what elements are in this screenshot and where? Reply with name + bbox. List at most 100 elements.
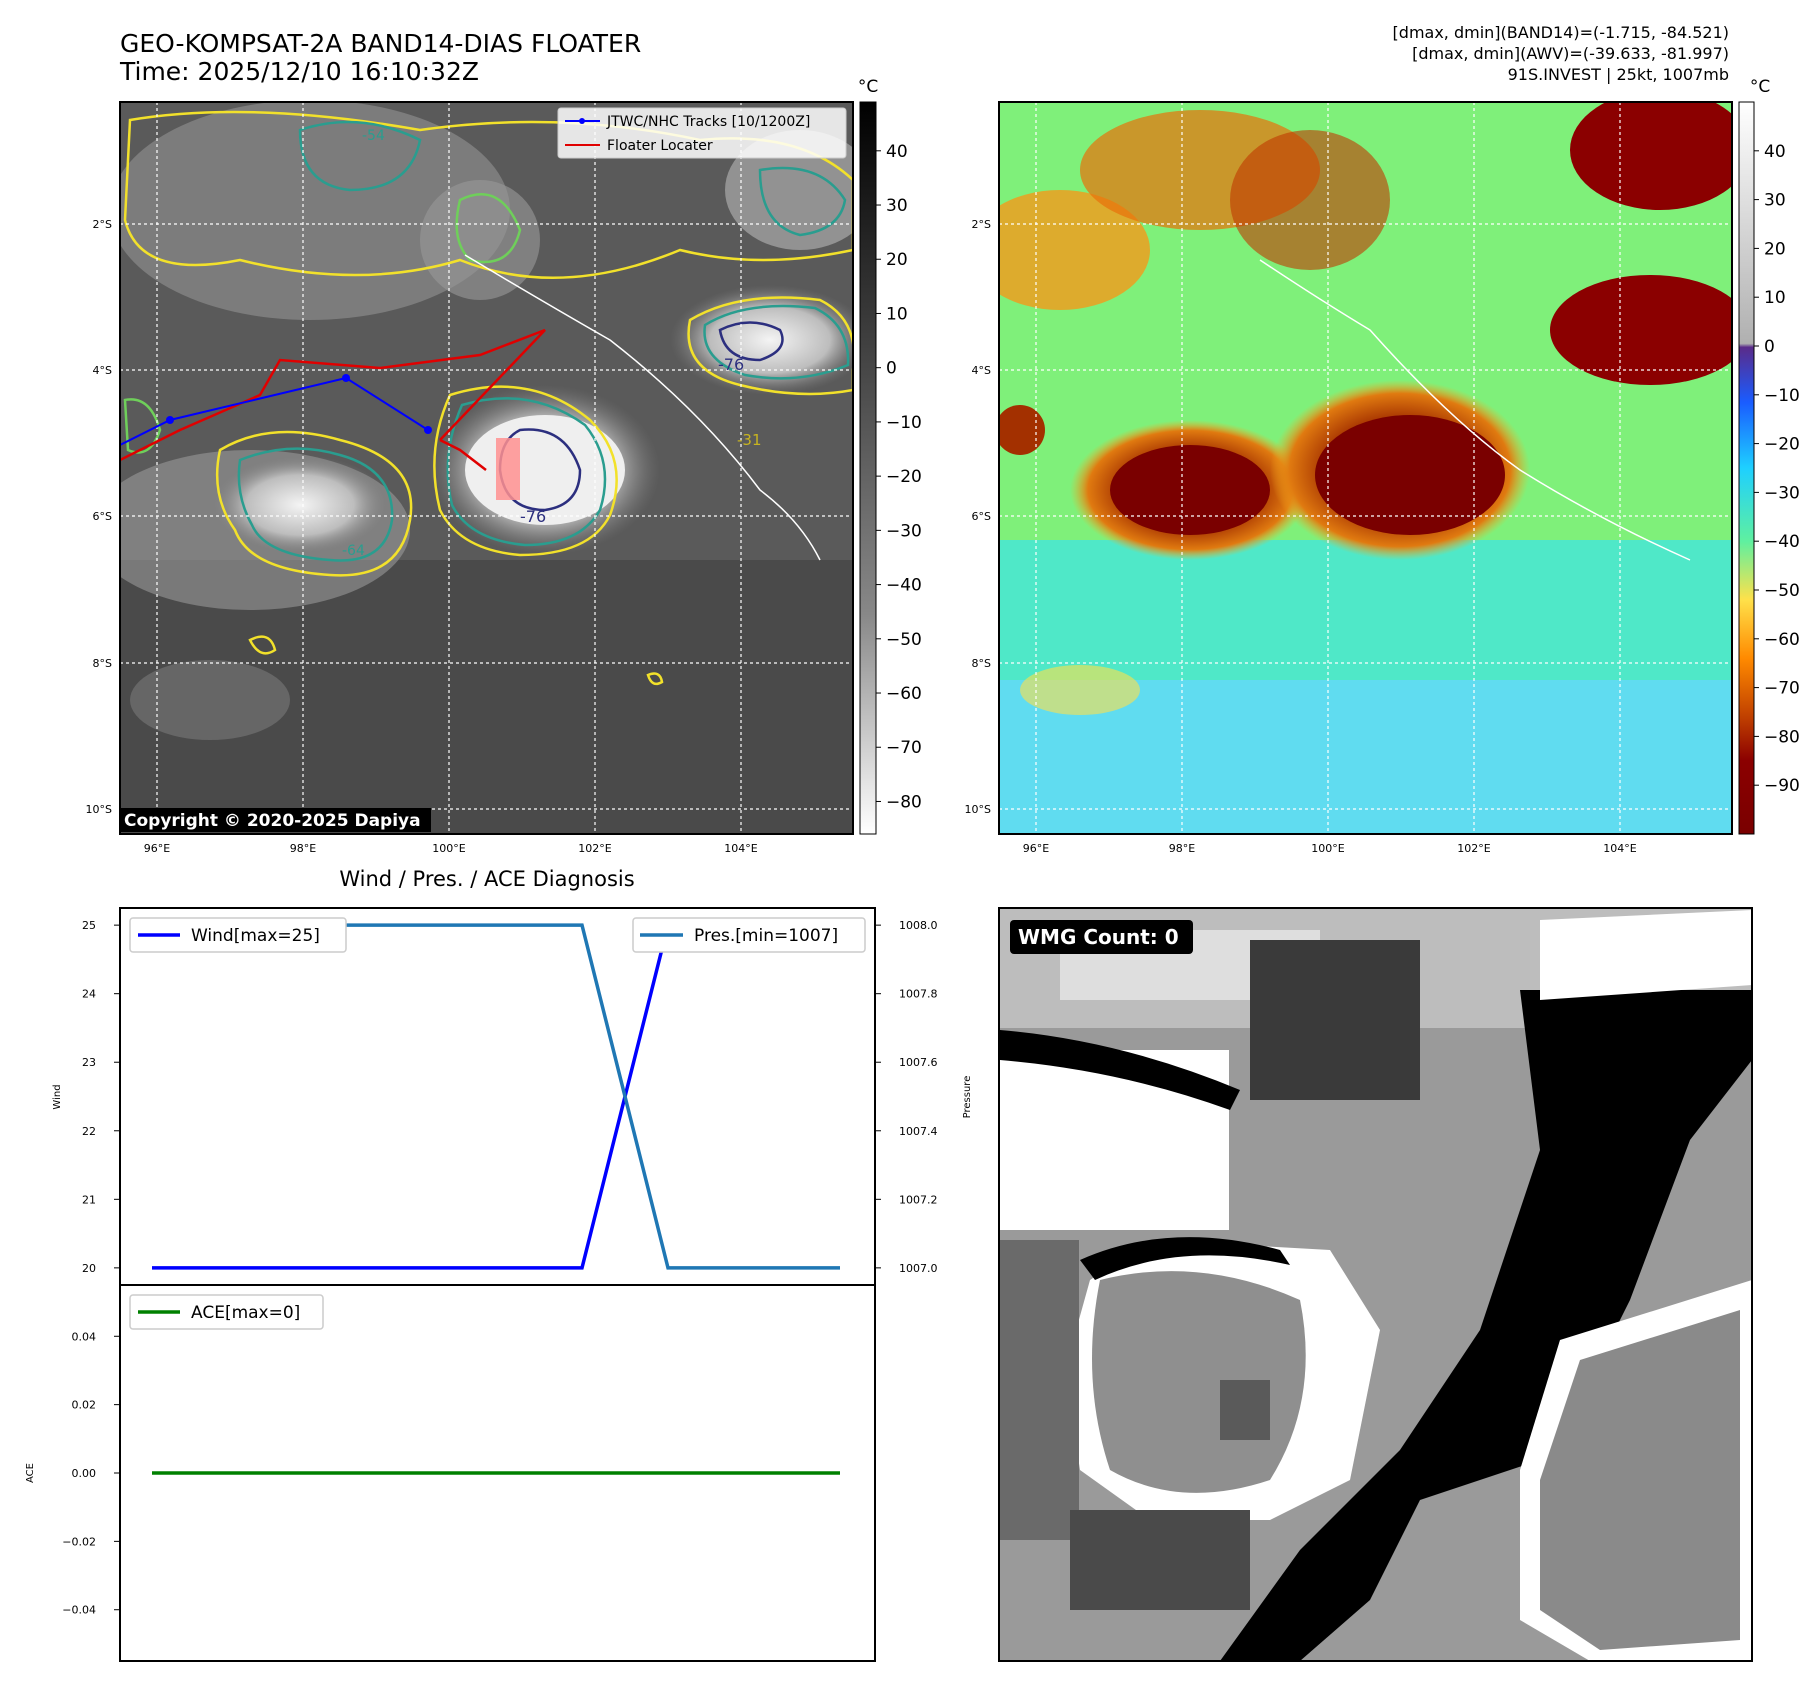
contour-label: -76 [520, 507, 546, 526]
colorbar-tick-label: −20 [1764, 435, 1800, 455]
ir-map-panel: -54 -64 -76 -76 -31 JTWC/NHC Tracks [10/… [86, 101, 854, 855]
contour-label: -64 [342, 543, 365, 559]
figure-title: GEO-KOMPSAT-2A BAND14-DIAS FLOATER [120, 29, 641, 58]
lon-tick-label: 98°E [1169, 842, 1195, 855]
colorbar-tick-label: 30 [886, 196, 908, 216]
pressure-tick-label: 1007.6 [899, 1056, 938, 1069]
copyright-badge [121, 808, 431, 832]
lat-tick-label: 6°S [972, 510, 991, 523]
pressure-tick-label: 1007.8 [899, 988, 938, 1001]
contour-label: -31 [737, 431, 762, 449]
wind-tick-label: 25 [82, 919, 96, 932]
colorbar-tick-label: −50 [1764, 581, 1800, 601]
wind-tick-label: 24 [82, 988, 96, 1001]
lat-tick-label: 2°S [93, 218, 112, 231]
lat-tick-label: 4°S [93, 364, 112, 377]
wind-pressure-chart: 25 24 23 22 21 20 1008.0 1007.8 1007.6 1007.4 1007… [52, 907, 973, 1286]
lon-tick-label: 96°E [144, 842, 170, 855]
wind-tick-label: 20 [82, 1262, 96, 1275]
pressure-tick-label: 1007.2 [899, 1193, 938, 1206]
legend-locator-label: Floater Locater [607, 138, 713, 154]
lon-tick-label: 104°E [724, 842, 757, 855]
wmg-panel: WMG Count: 0 [998, 907, 1753, 1662]
pressure-tick-label: 1007.0 [899, 1262, 938, 1275]
lon-tick-label: 100°E [1311, 842, 1344, 855]
lat-tick-label: 10°S [86, 803, 112, 816]
colorbar-tick-label: −20 [886, 467, 922, 487]
colorbar-tick-label: −80 [886, 792, 922, 812]
contour-label: -76 [718, 355, 744, 374]
pressure-tick-label: 1007.4 [899, 1125, 938, 1138]
colorbar-tick-label: 20 [886, 250, 908, 270]
lat-tick-label: 8°S [972, 657, 991, 670]
ace-legend-label: ACE[max=0] [191, 1303, 300, 1323]
colorbar-tick-label: −10 [1764, 386, 1800, 406]
lon-tick-label: 100°E [432, 842, 465, 855]
map-legend: JTWC/NHC Tracks [10/1200Z] Floater Locat… [557, 107, 847, 159]
lon-tick-label: 102°E [1457, 842, 1490, 855]
pressure-legend: Pres.[min=1007] [632, 917, 866, 953]
colorbar-tick-label: 40 [886, 142, 908, 162]
legend-track-label: JTWC/NHC Tracks [10/1200Z] [606, 114, 810, 130]
colorbar-tick-label: −30 [1764, 483, 1800, 503]
colorbar-tick-label: −60 [886, 684, 922, 704]
info-awv: [dmax, dmin](AWV)=(-39.633, -81.997) [1412, 44, 1729, 63]
info-band14: [dmax, dmin](BAND14)=(-1.715, -84.521) [1393, 23, 1729, 42]
colorbar-tick-label: 10 [886, 304, 908, 324]
figure-time: Time: 2025/12/10 16:10:32Z [119, 57, 479, 86]
copyright-text: Copyright © 2020-2025 Dapiya [124, 811, 421, 831]
ace-tick-label: 0.00 [72, 1467, 97, 1480]
colorbar-tick-label: 40 [1764, 142, 1786, 162]
diagnosis-title: Wind / Pres. / ACE Diagnosis [339, 867, 634, 891]
colorbar-tick-label: −30 [886, 521, 922, 541]
wind-tick-label: 21 [82, 1193, 96, 1206]
colorbar-unit: °C [1750, 77, 1770, 97]
colorbar-tick-label: −50 [886, 630, 922, 650]
colorbar-tick-label: 0 [1764, 337, 1775, 357]
contour-label: -54 [362, 128, 385, 144]
colorbar-tick-label: −70 [886, 738, 922, 758]
ace-tick-label: 0.04 [72, 1330, 97, 1343]
ace-tick-label: −0.02 [62, 1535, 96, 1548]
colorbar-tick-label: 10 [1764, 288, 1786, 308]
lat-tick-label: 10°S [965, 803, 991, 816]
wind-legend: Wind[max=25] [129, 917, 347, 953]
colorbar-tick-label: −10 [886, 413, 922, 433]
colorbar-tick-label: 30 [1764, 191, 1786, 211]
wind-tick-label: 23 [82, 1056, 96, 1069]
ace-tick-label: −0.04 [62, 1604, 96, 1617]
wind-axis-label: Wind [52, 1084, 63, 1109]
lat-tick-label: 8°S [93, 657, 112, 670]
lon-tick-label: 98°E [290, 842, 316, 855]
colorbar-unit: °C [858, 77, 878, 97]
pressure-legend-label: Pres.[min=1007] [694, 926, 838, 946]
colorbar-tick-label: 0 [886, 359, 897, 379]
pressure-tick-label: 1008.0 [899, 919, 938, 932]
colorbar-right: °C 40 30 20 10 0 −10 −20 −30 −40 −50 −60 −70 −80 −90 [1738, 77, 1800, 835]
colorbar-left: °C 40 30 20 10 0 −10 −20 −30 −40 −50 −60 −70 −80 [858, 77, 922, 835]
colorbar-tick-label: −60 [1764, 630, 1800, 650]
lon-tick-label: 104°E [1603, 842, 1636, 855]
awv-map-panel: 2°S 4°S 6°S 8°S 10°S 96°E 98°E 100°E 102… [965, 101, 1733, 855]
pressure-axis-label: Pressure [962, 1076, 973, 1119]
wmg-count-label: WMG Count: 0 [1018, 925, 1179, 949]
info-storm: 91S.INVEST | 25kt, 1007mb [1508, 65, 1729, 84]
lat-tick-label: 4°S [972, 364, 991, 377]
ace-chart: 0.04 0.02 0.00 −0.02 −0.04 ACE ACE[max=0] [25, 1284, 876, 1662]
ace-axis-label: ACE [25, 1463, 36, 1483]
wmg-count-badge [1010, 920, 1193, 954]
lat-tick-label: 6°S [93, 510, 112, 523]
colorbar-tick-label: 20 [1764, 239, 1786, 259]
colorbar-tick-label: −40 [886, 576, 922, 596]
ace-tick-label: 0.02 [72, 1399, 97, 1412]
colorbar-tick-label: −70 [1764, 679, 1800, 699]
wind-legend-label: Wind[max=25] [191, 926, 320, 946]
ace-legend: ACE[max=0] [129, 1294, 324, 1330]
colorbar-tick-label: −40 [1764, 532, 1800, 552]
lon-tick-label: 102°E [578, 842, 611, 855]
colorbar-tick-label: −80 [1764, 727, 1800, 747]
lat-tick-label: 2°S [972, 218, 991, 231]
wind-tick-label: 22 [82, 1125, 96, 1138]
lon-tick-label: 96°E [1023, 842, 1049, 855]
